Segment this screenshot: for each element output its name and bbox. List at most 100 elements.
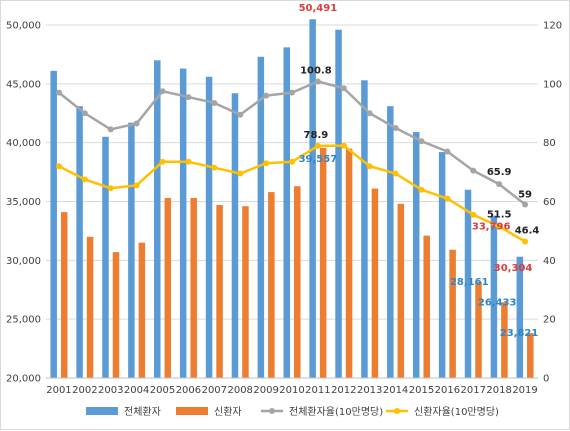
x-tick-label: 2010 [279,385,304,396]
y-right-tick-label: 60 [543,197,556,208]
point-new-rate-2013 [366,163,373,170]
legend-swatch [86,407,118,415]
y-right-tick-label: 40 [543,256,556,267]
legend-label: 신환자 [214,406,242,418]
bar-total-2010 [283,47,290,379]
bar-total-2008 [231,93,239,378]
bar-new-2010 [294,186,301,378]
x-tick-label: 2009 [253,385,278,396]
bar-new-2001 [60,212,68,378]
bar-total-2001 [50,70,57,378]
data-labels: 50,491 39,557 100.8 78.9 65.9 51.533,796 28,16… [299,3,540,339]
x-tick-label: 2012 [331,385,356,396]
data-label: 78.9 [304,130,329,141]
x-tick-label: 2003 [98,385,123,396]
bar-new-2013 [371,188,379,378]
point-new-rate-2005 [159,158,166,165]
data-label: 59 [518,189,532,200]
bar-new-2005 [164,197,172,378]
point-total-rate-2007 [211,99,218,106]
bar-total-2005 [154,60,161,379]
point-new-rate-2014 [392,170,399,177]
y-left-tick-label: 35,000 [6,197,41,208]
bar-new-2009 [268,192,275,378]
y-right-tick-label: 120 [543,21,562,32]
bar-total-2003 [102,136,109,378]
y-right-tick-label: 100 [543,79,562,90]
y-left-tick-label: 45,000 [6,79,41,90]
point-total-rate-2011 [314,78,321,85]
point-total-rate-2008 [237,111,244,118]
y-left-tick-label: 25,000 [6,315,41,326]
point-new-rate-2017 [470,211,477,218]
point-new-rate-2004 [133,182,140,189]
bar-new-2003 [112,252,120,378]
bar-total-2018 [490,215,498,378]
bar-total-2002 [76,106,83,378]
point-total-rate-2001 [55,89,62,96]
bar-new-2018 [501,302,508,378]
bar-total-2013 [361,80,368,378]
x-tick-label: 2004 [124,385,149,396]
y-right-tick-label: 0 [543,374,549,385]
x-tick-label: 2015 [409,385,434,396]
bar-total-2019 [516,256,524,378]
bar-series [50,19,534,379]
line-series [55,78,529,245]
y-left-tick-label: 30,000 [6,256,41,267]
data-label: 46.4 [515,226,540,237]
bar-new-2017 [475,281,482,378]
bar-new-2004 [138,242,146,378]
point-new-rate-2009 [263,160,270,167]
bar-new-2019 [527,333,534,378]
y-left-tick-label: 20,000 [6,374,41,385]
legend-swatch [176,407,208,415]
bar-total-2012 [335,29,342,379]
point-total-rate-2004 [133,120,140,127]
point-new-rate-2001 [55,163,62,170]
legend-marker [394,408,400,414]
gridlines [46,24,538,379]
legend-marker [269,408,275,414]
point-new-rate-2003 [107,185,114,192]
y-right-tick-label: 20 [543,315,556,326]
y-left-tick-label: 50,000 [6,21,41,32]
bar-total-2009 [257,56,265,379]
bar-new-2002 [86,236,94,378]
data-label: 28,161 [450,277,489,288]
bar-total-2004 [128,122,135,378]
bar-total-2015 [412,132,420,378]
point-new-rate-2019 [522,238,529,245]
data-label: 51.5 [487,210,512,221]
legend: 전체환자 신환자 전체환자율(10만명당) 신환자율(10만명당) [86,406,499,418]
data-label: 39,557 [299,154,338,165]
x-tick-label: 2001 [46,385,71,396]
point-total-rate-2009 [263,92,270,99]
legend-label: 전체환자 [124,406,161,418]
bar-new-2014 [397,203,405,378]
point-total-rate-2018 [496,181,503,188]
axes: 20,000 25,000 30,000 35,000 40,000 45,000 50,0… [6,21,562,397]
data-label: 23,821 [500,328,539,339]
point-new-rate-2010 [289,158,295,165]
bar-new-2016 [449,249,456,378]
x-tick-label: 2013 [357,385,382,396]
point-total-rate-2006 [185,94,192,101]
bar-new-2006 [190,197,197,378]
point-total-rate-2016 [444,148,451,155]
point-new-rate-2018 [496,223,503,230]
point-new-rate-2008 [237,170,244,177]
data-label: 100.8 [300,65,332,76]
y-left-tick-label: 40,000 [6,138,41,149]
data-label: 26,433 [478,297,517,308]
y-right-tick-label: 80 [543,138,556,149]
point-new-rate-2015 [418,186,425,193]
point-total-rate-2015 [418,138,425,145]
x-tick-label: 2014 [383,385,408,396]
x-tick-label: 2002 [72,385,97,396]
bar-new-2012 [345,148,353,378]
point-total-rate-2013 [366,110,373,117]
bar-new-2015 [423,235,430,378]
point-total-rate-2012 [340,85,347,92]
